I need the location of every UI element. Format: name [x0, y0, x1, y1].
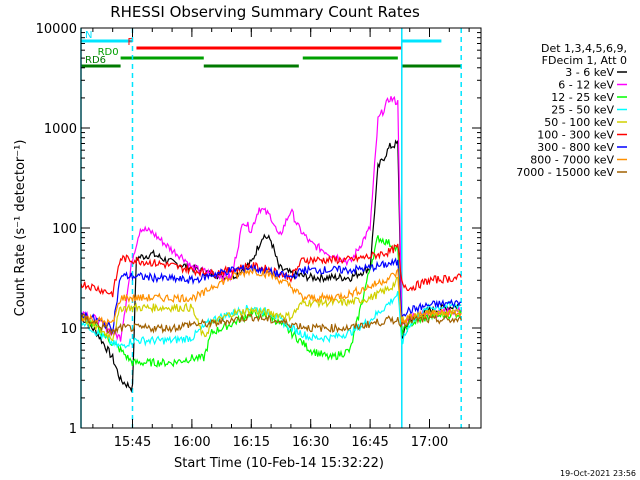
y-tick-label: 10 [60, 322, 77, 337]
legend-entry: 3 - 6 keV [565, 66, 614, 79]
y-tick-label: 1 [69, 422, 77, 437]
legend-entry: 6 - 12 keV [558, 79, 614, 92]
series-line [80, 95, 462, 342]
legend-entry: 25 - 50 keV [551, 104, 614, 117]
legend-header: Det 1,3,4,5,6,9, [541, 42, 627, 55]
flag-label: RD6 [85, 55, 106, 66]
series-line [80, 276, 462, 342]
legend: Det 1,3,4,5,6,9,FDecim 1, Att 03 - 6 keV… [516, 42, 627, 179]
legend-entry: 800 - 7000 keV [530, 154, 614, 167]
legend-entry: 300 - 800 keV [537, 141, 614, 154]
x-axis: 15:45 16:00 16:15 16:30 16:45 17:00 [92, 28, 470, 450]
y-axis-label: Count Rate (s⁻¹ detector⁻¹) [13, 140, 28, 317]
night-markers [80, 28, 462, 428]
y-axis: 1 10 100 1000 10000 [36, 22, 481, 437]
x-tick-label: 16:15 [233, 435, 270, 450]
y-tick-label: 1000 [44, 122, 77, 137]
x-tick-label: 16:00 [173, 435, 210, 450]
flag-label: RD0 [98, 47, 119, 58]
series-line [80, 257, 462, 334]
timestamp: 19-Oct-2021 23:56 [560, 469, 636, 478]
x-axis-label: Start Time (10-Feb-14 15:32:22) [174, 456, 384, 471]
legend-entry: 7000 - 15000 keV [516, 166, 614, 179]
legend-header: FDecim 1, Att 0 [542, 54, 627, 67]
y-tick-label: 10000 [36, 22, 77, 37]
series-line [80, 235, 462, 368]
flag-label: N [85, 30, 92, 41]
series-line [80, 312, 462, 337]
x-tick-label: 16:30 [292, 435, 329, 450]
series-line [80, 139, 462, 393]
x-tick-label: 17:00 [411, 435, 448, 450]
x-tick-label: 16:45 [351, 435, 388, 450]
legend-entry: 50 - 100 keV [544, 116, 614, 129]
series-line [80, 267, 462, 329]
legend-entry: 100 - 300 keV [537, 129, 614, 142]
x-tick-label: 15:45 [114, 435, 151, 450]
series-line [80, 291, 462, 349]
y-tick-label: 100 [52, 222, 77, 237]
plot-series [80, 95, 462, 393]
legend-entry: 12 - 25 keV [551, 91, 614, 104]
chart-title: RHESSI Observing Summary Count Rates [110, 3, 420, 21]
flag-label: F [127, 37, 133, 48]
plot-frame [80, 27, 482, 429]
